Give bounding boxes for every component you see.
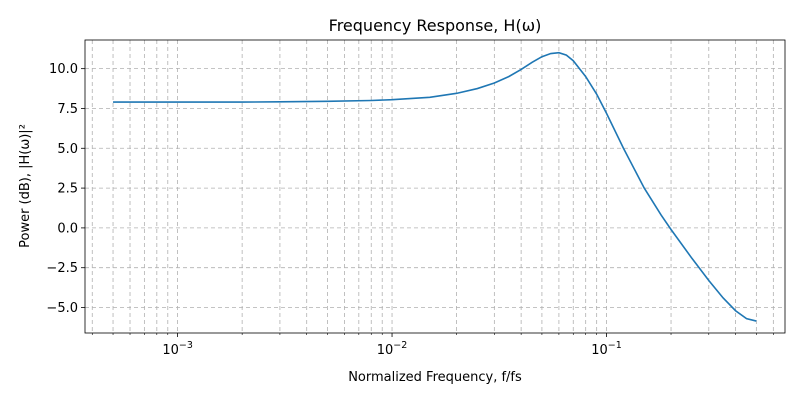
x-tick-label: 10−2 [377, 340, 408, 358]
x-tick-label: 10−1 [591, 340, 622, 358]
minor-grid [91, 40, 774, 333]
x-axis-label: Normalized Frequency, f/fs [348, 370, 522, 385]
plot-frame [84, 39, 786, 334]
y-tick-label: 10.0 [49, 62, 78, 77]
y-tick-label: 0.0 [57, 221, 78, 236]
y-tick-label: 2.5 [57, 182, 78, 197]
y-axis-ticks: 10.0 7.5 5.0 2.5 0.0 −2.5 −5.0 [46, 62, 85, 316]
y-tick-label: −2.5 [46, 261, 78, 276]
y-tick-label: 5.0 [57, 142, 78, 157]
chart-title: Frequency Response, H(ω) [329, 16, 542, 35]
series-line [113, 51, 757, 322]
y-axis-label: Power (dB), |H(ω)|² [18, 124, 33, 248]
y-tick-label: 7.5 [57, 102, 78, 117]
x-axis-ticks: 10−3 10−2 10−1 [91, 333, 774, 358]
y-tick-label: −5.0 [46, 301, 78, 316]
major-grid [85, 40, 785, 333]
x-tick-label: 10−3 [162, 340, 193, 358]
